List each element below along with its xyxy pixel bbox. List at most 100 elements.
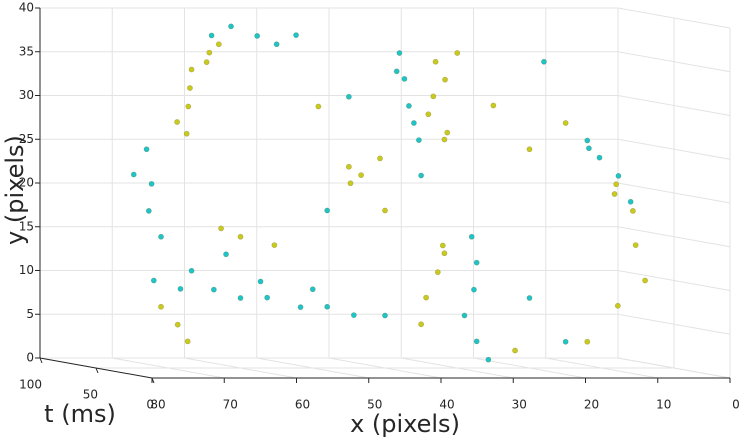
x-tick-label: 20 (584, 398, 599, 412)
event-point (382, 312, 388, 319)
t-tick (151, 377, 155, 384)
x-tick-label: 70 (223, 398, 238, 412)
event-point (410, 120, 417, 126)
t-tick (95, 367, 99, 374)
event-point (406, 103, 412, 109)
event-point (297, 304, 304, 311)
event-point (562, 338, 569, 345)
y-axis-label: y (pixels) (1, 135, 29, 245)
event-point (615, 172, 622, 179)
event-point (185, 103, 192, 110)
event-point (206, 49, 213, 56)
event-point (444, 129, 451, 136)
event-point (468, 233, 475, 240)
event-point (473, 259, 480, 266)
event-point (271, 242, 278, 248)
event-point (215, 41, 222, 48)
event-point (254, 33, 261, 39)
event-point (442, 76, 448, 83)
event-point (441, 250, 448, 257)
event-point (203, 59, 210, 66)
x-tick-label: 10 (656, 398, 671, 412)
event-point (485, 356, 492, 363)
event-point (315, 103, 322, 110)
event-point (145, 207, 152, 214)
event-point (526, 295, 533, 301)
event-point (584, 338, 591, 345)
event-point (611, 191, 618, 197)
event-point (441, 136, 448, 143)
x-tick-label: 80 (150, 398, 165, 412)
z-tick-label: 0 (146, 398, 154, 412)
event-point (148, 180, 155, 187)
event-point (471, 286, 477, 293)
event-point (183, 130, 190, 137)
event-point (228, 23, 234, 30)
event-point (627, 198, 634, 205)
event-point (293, 32, 299, 38)
event-point (454, 50, 461, 56)
event-point (526, 146, 533, 153)
event-point (629, 207, 636, 214)
event-point (150, 277, 157, 284)
y-tick-label: 5 (26, 307, 34, 321)
event-point (345, 93, 352, 100)
x-tick-label: 60 (295, 398, 310, 412)
event-point (541, 58, 547, 65)
event-point (177, 285, 184, 292)
event-point (188, 267, 195, 274)
event-point (430, 93, 437, 100)
event-point (324, 207, 331, 214)
event-point (562, 120, 569, 126)
event-point (187, 85, 193, 91)
event-point (223, 251, 229, 258)
event-point (418, 172, 425, 179)
event-point (473, 338, 480, 345)
event-point (324, 303, 331, 310)
event-point (432, 58, 439, 65)
event-point (158, 233, 164, 240)
event-point (490, 102, 497, 109)
event-point (434, 269, 441, 276)
z-tick-label: 50 (83, 388, 98, 402)
event-point (382, 207, 388, 214)
event-point (174, 119, 180, 125)
event-point (237, 233, 244, 240)
event-point (158, 303, 164, 310)
event-point (418, 321, 425, 328)
y-tick-label: 20 (19, 176, 34, 190)
x-tick-label: 40 (439, 398, 454, 412)
event-point (461, 312, 468, 319)
event-point (393, 68, 400, 75)
y-tick-label: 10 (19, 263, 34, 277)
event-point (174, 321, 181, 328)
event-point (347, 180, 354, 187)
event-point (439, 242, 446, 249)
y-tick-label: 0 (26, 351, 34, 365)
y-tick-label: 15 (19, 219, 34, 233)
event-point (614, 302, 621, 309)
event-point (264, 294, 271, 301)
event-point (218, 225, 224, 232)
event-point (208, 32, 215, 39)
x-tick-label: 50 (367, 398, 382, 412)
event-point (596, 154, 603, 161)
event-point (345, 163, 352, 170)
y-tick-label: 35 (19, 44, 34, 58)
x-tick-label: 0 (732, 398, 740, 412)
event-point (309, 286, 316, 293)
event-point (210, 286, 217, 293)
x-tick-label: 30 (512, 398, 527, 412)
event-point (613, 181, 620, 188)
event-point (257, 278, 264, 285)
t-tick (39, 357, 43, 364)
event-point (273, 41, 280, 48)
event-point (237, 295, 244, 301)
event-point (632, 242, 639, 248)
event-point (143, 146, 150, 153)
z-tick-label: 100 (19, 378, 42, 392)
event-point (377, 155, 383, 162)
event-point (642, 277, 648, 284)
event-point (188, 66, 195, 73)
